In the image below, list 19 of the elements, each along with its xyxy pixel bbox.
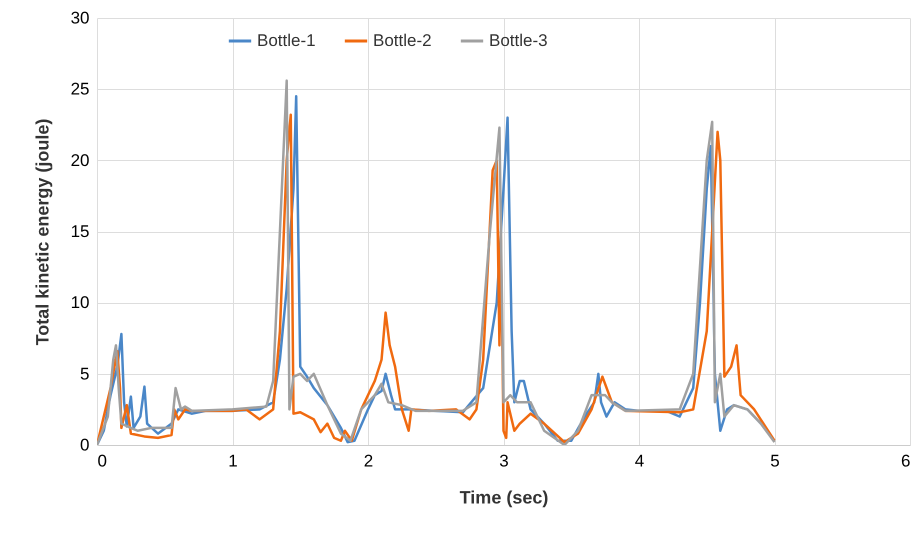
y-tick-label: 20 <box>70 150 90 170</box>
y-axis-title: Total kinetic energy (joule) <box>32 118 53 346</box>
x-tick-label: 5 <box>770 452 780 470</box>
x-tick-label: 0 <box>98 452 107 470</box>
x-tick-label: 3 <box>499 452 509 470</box>
legend-label: Bottle-3 <box>489 31 548 50</box>
y-tick-label: 5 <box>80 364 90 384</box>
y-tick-label: 15 <box>70 222 90 241</box>
y-tick-label: 30 <box>70 8 90 28</box>
legend-label: Bottle-1 <box>257 31 316 50</box>
x-tick-label: 6 <box>901 452 910 470</box>
x-tick-label: 1 <box>228 452 238 470</box>
x-axis-title: Time (sec) <box>460 488 548 508</box>
x-tick-label: 2 <box>364 452 374 470</box>
x-tick-label: 4 <box>634 452 644 470</box>
y-tick-label: 0 <box>80 436 90 454</box>
y-tick-label: 25 <box>70 80 90 99</box>
legend-label: Bottle-2 <box>373 31 432 50</box>
y-tick-label: 10 <box>70 293 90 312</box>
